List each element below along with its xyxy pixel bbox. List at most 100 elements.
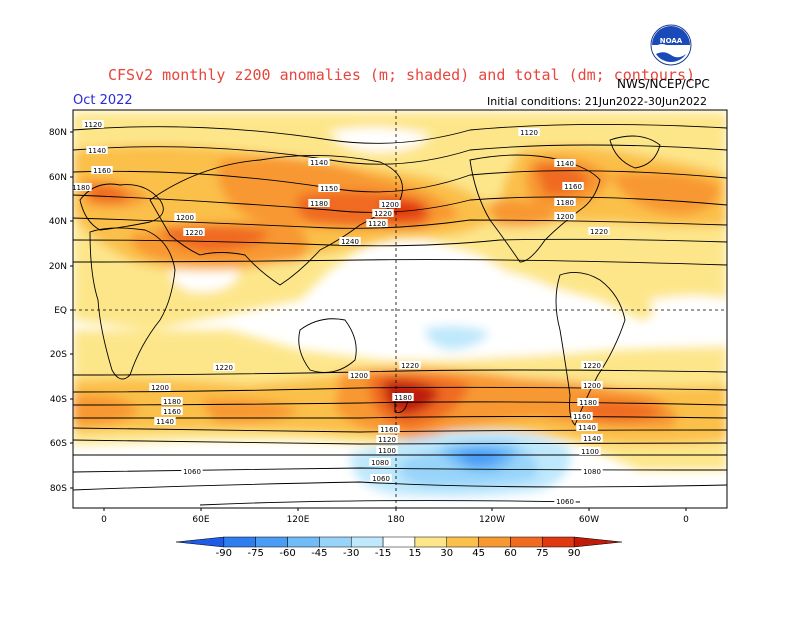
- height-contours: [73, 124, 727, 506]
- contour-label-text: 1220: [590, 228, 608, 236]
- colorbar-tick-label: 45: [472, 548, 485, 559]
- colorbar-segment: [287, 536, 320, 548]
- colorbar-segment: [223, 536, 256, 548]
- contour-label-text: 1220: [215, 364, 233, 372]
- contour-label: 1160: [562, 182, 584, 191]
- colorbar-tick-label: -15: [375, 548, 391, 559]
- contour-label-text: 1120: [378, 436, 396, 444]
- contour-label-text: 1240: [341, 238, 359, 246]
- colorbar-segment: [255, 536, 288, 548]
- lat-label: 80N: [49, 128, 67, 138]
- contour-label-text: 1080: [583, 468, 601, 476]
- contour-label: 1220: [213, 363, 235, 372]
- lon-label: 0: [101, 515, 107, 525]
- contour-label-text: 1140: [156, 418, 174, 426]
- contour-label: 1240: [339, 237, 361, 246]
- contour-label: 1180: [308, 199, 330, 208]
- contour-label: 1200: [149, 383, 171, 392]
- contour-label: 1200: [348, 371, 370, 380]
- contour-label-text: 1160: [163, 408, 181, 416]
- contour-label-text: 1120: [520, 129, 538, 137]
- noaa-logo-icon: NOAA: [650, 24, 692, 66]
- colorbar-tick-label: 90: [568, 548, 581, 559]
- contour-label-text: 1200: [350, 372, 368, 380]
- contour-label: 1200: [174, 213, 196, 222]
- contour-label: 1180: [392, 393, 414, 402]
- lat-label: EQ: [54, 306, 67, 316]
- contour-label: 1180: [554, 198, 576, 207]
- lat-label: 40S: [50, 395, 67, 405]
- contour-label: 1120: [376, 435, 398, 444]
- colorbar-tick-label: -75: [248, 548, 264, 559]
- map-area: [73, 110, 727, 508]
- contour-label-text: 1140: [578, 424, 596, 432]
- colorbar-tick-label: -60: [279, 548, 295, 559]
- contour-label-text: 1200: [151, 384, 169, 392]
- contour-label-text: 1180: [579, 399, 597, 407]
- colorbar-segment: [478, 536, 511, 548]
- colorbar-segment: [175, 536, 225, 548]
- colorbar-segment: [382, 536, 416, 548]
- colorbar-segment: [350, 536, 384, 548]
- contour-label-text: 1220: [185, 229, 203, 237]
- colorbar-segment: [319, 536, 352, 548]
- contour-label: 1120: [82, 120, 104, 129]
- colorbar-tick-label: -90: [216, 548, 232, 559]
- colorbar-segment: [510, 536, 543, 548]
- contour-label: 1200: [379, 200, 401, 209]
- contour-label: 1220: [581, 361, 603, 370]
- contour-label-text: 1140: [556, 160, 574, 168]
- contour-label: 1120: [366, 219, 388, 228]
- contour-label: 1180: [577, 398, 599, 407]
- contour-label: 1160: [91, 166, 113, 175]
- contour-label-text: 1220: [374, 210, 392, 218]
- contour-label-text: 1120: [368, 220, 386, 228]
- lon-label: 120W: [479, 515, 505, 525]
- latitude-axis: 80N 60N 40N 20N EQ 20S 40S 60S 80S: [49, 128, 73, 494]
- colorbar-tick-label: 75: [536, 548, 549, 559]
- contour-label-text: 1150: [320, 185, 338, 193]
- contour-label-text: 1060: [372, 475, 390, 483]
- colorbar-tick-label: 60: [504, 548, 517, 559]
- lon-label: 180: [387, 515, 404, 525]
- contour-label-text: 1220: [401, 362, 419, 370]
- lon-label: 60W: [579, 515, 599, 525]
- contour-label: 1120: [518, 128, 540, 137]
- colorbar-segment: [414, 536, 448, 548]
- contour-label: 1200: [554, 212, 576, 221]
- chart-title: CFSv2 monthly z200 anomalies (m; shaded)…: [108, 66, 695, 84]
- contour-label-text: 1060: [183, 468, 201, 476]
- colorbar-tick-label: -45: [311, 548, 327, 559]
- contour-label: 1060: [370, 474, 392, 483]
- logo-text: NOAA: [660, 37, 683, 45]
- contour-label: 1140: [154, 417, 176, 426]
- contour-label-text: 1180: [394, 394, 412, 402]
- lat-label: 60N: [49, 173, 67, 183]
- anomaly-shading: [73, 112, 727, 497]
- contour-label-text: 1180: [163, 398, 181, 406]
- colorbar-segment: [573, 536, 623, 548]
- contour-label-text: 1100: [378, 447, 396, 455]
- contour-label-text: 1200: [556, 213, 574, 221]
- contour-label: 1180: [70, 183, 92, 192]
- colorbar-tick-label: 15: [409, 548, 422, 559]
- contour-label: 1220: [183, 228, 205, 237]
- contour-label: 1220: [588, 227, 610, 236]
- agency-label: NWS/NCEP/CPC: [617, 77, 710, 91]
- lon-label: 120E: [287, 515, 310, 525]
- contour-label: 1100: [579, 447, 601, 456]
- contour-label: 1180: [161, 397, 183, 406]
- map-frame: [72, 109, 728, 509]
- contour-label: 1140: [554, 159, 576, 168]
- lon-label: 60E: [192, 515, 209, 525]
- contour-label-text: 1200: [381, 201, 399, 209]
- contour-label: 1060: [181, 467, 203, 476]
- contour-label-text: 1200: [583, 382, 601, 390]
- contour-label-text: 1160: [573, 413, 591, 421]
- colorbar-tick-label: -30: [343, 548, 359, 559]
- contour-label-text: 1140: [583, 435, 601, 443]
- contour-label: 1150: [318, 184, 340, 193]
- lon-label: 0: [683, 515, 689, 525]
- contour-label: 1160: [161, 407, 183, 416]
